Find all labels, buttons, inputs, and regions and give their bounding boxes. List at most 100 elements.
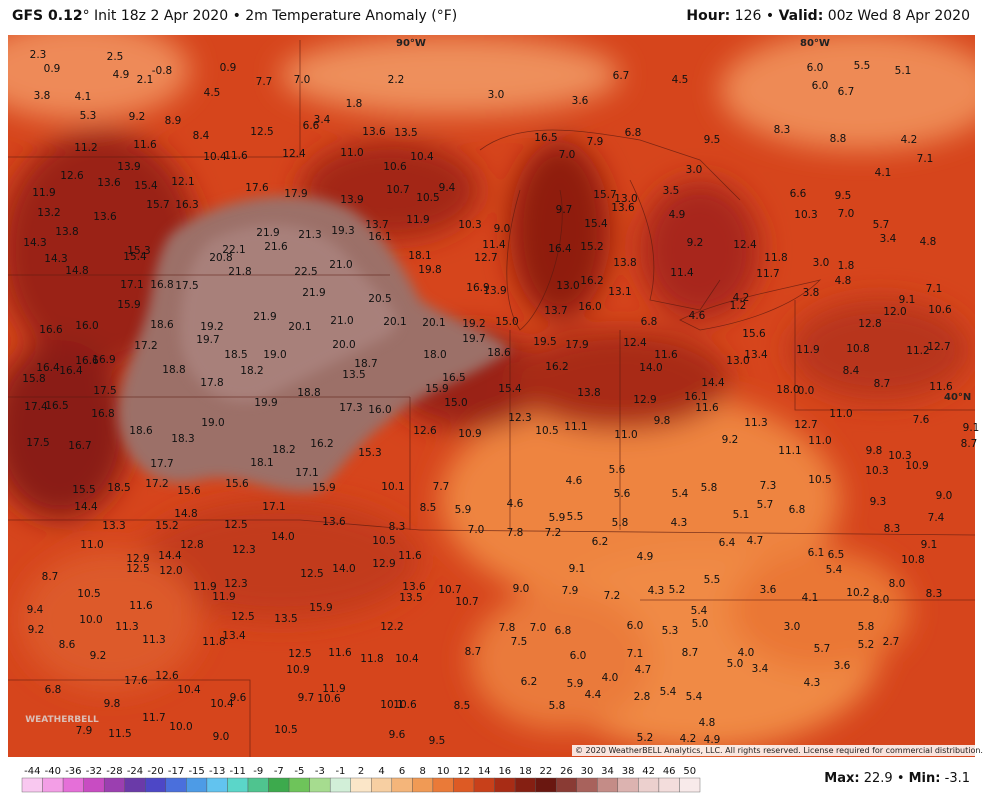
anomaly-label: 9.0 [513,583,530,595]
anomaly-label: 10.7 [386,184,409,196]
anomaly-label: 8.5 [454,700,471,712]
anomaly-label: 5.6 [609,464,626,476]
anomaly-label: 9.6 [389,729,406,741]
anomaly-label: 3.6 [834,660,851,672]
anomaly-label: 5.7 [814,643,831,655]
anomaly-label: 15.7 [593,189,616,201]
colorbar: -44 -40 -36 -32 -28 -24 -20 -17 -15 -13 -11 -9 -7 -5-… [21,766,701,793]
anomaly-label: 16.1 [684,391,707,403]
anomaly-label: 4.9 [669,209,686,221]
anomaly-label: 11.2 [906,345,929,357]
logo: WEATHERBELL [25,715,99,725]
anomaly-label: 4.9 [113,69,130,81]
anomaly-label: 15.8 [22,373,45,385]
anomaly-label: 12.1 [171,176,194,188]
anomaly-label: 4.4 [585,689,602,701]
colorbar-swatch [124,777,146,793]
anomaly-label: 13.9 [117,161,140,173]
anomaly-label: 5.0 [692,618,709,630]
anomaly-label: 9.2 [28,624,45,636]
anomaly-label: 20.1 [422,317,445,329]
colorbar-swatch [227,777,249,793]
anomaly-label: 4.8 [835,275,852,287]
anomaly-label: 3.4 [880,233,897,245]
anomaly-label: 14.0 [271,531,294,543]
anomaly-label: 15.4 [584,218,608,230]
anomaly-label: 10.3 [458,219,481,231]
colorbar-swatch [597,777,619,793]
anomaly-label: 10.9 [905,460,928,472]
anomaly-label: 18.8 [297,387,320,399]
lon-label: 90°W [396,38,426,49]
min-label: Min: [908,771,941,786]
anomaly-label: 16.2 [545,361,568,373]
header-left: GFS 0.12° Init 18z 2 Apr 2020 • 2m Tempe… [12,8,457,24]
colorbar-swatch [247,777,269,793]
anomaly-label: 9.2 [129,111,146,123]
anomaly-label: 12.9 [633,394,656,406]
anomaly-label: 10.1 [381,481,404,493]
boundaries [8,40,975,757]
anomaly-label: 10.5 [416,192,439,204]
anomaly-label: 9.3 [870,496,887,508]
anomaly-label: 8.3 [884,523,901,535]
anomaly-label: 2.7 [883,636,900,648]
anomaly-label: 11.3 [142,634,165,646]
colorbar-label: 14 [478,766,491,777]
anomaly-label: 2.5 [107,51,124,63]
anomaly-label: 13.8 [55,226,78,238]
colorbar-label: 4 [378,766,384,777]
anomaly-label: 13.4 [222,630,246,642]
anomaly-label: 4.5 [204,87,221,99]
colorbar-label: -3 [315,766,325,777]
anomaly-label: 11.6 [133,139,157,151]
anomaly-label: 12.0 [159,565,182,577]
anomaly-label: 5.8 [858,621,875,633]
max-value: 22.9 [863,771,893,786]
sep: • [892,771,909,786]
anomaly-label: 6.5 [828,549,845,561]
colorbar-label: -13 [209,766,225,777]
anomaly-label: 17.4 [24,401,48,413]
anomaly-label: 12.8 [858,318,881,330]
anomaly-label: 13.6 [611,202,635,214]
colorbar-label: -1 [335,766,345,777]
anomaly-label: 5.6 [614,488,631,500]
anomaly-label: 9.0 [213,731,230,743]
anomaly-label: 5.4 [826,564,843,576]
anomaly-label: 8.7 [961,438,978,450]
anomaly-label: 18.0 [776,384,799,396]
anomaly-label: 12.7 [794,419,817,431]
anomaly-label: 13.0 [556,280,579,292]
colorbar-swatch [412,777,434,793]
anomaly-label: 17.1 [295,467,318,479]
anomaly-label: 4.9 [704,734,721,746]
anomaly-label: 15.9 [425,383,448,395]
colorbar-swatch [329,777,351,793]
anomaly-label: 10.6 [928,304,952,316]
anomaly-label: 4.2 [680,733,697,745]
anomaly-label: 16.8 [150,279,173,291]
anomaly-label: 2.3 [30,49,47,61]
anomaly-label: 6.8 [789,504,806,516]
colorbar-swatch [576,777,598,793]
anomaly-label: 3.6 [760,584,777,596]
colorbar-label: -32 [86,766,102,777]
anomaly-label: 22.1 [222,244,245,256]
anomaly-label: 11.6 [224,150,248,162]
anomaly-label: 10.5 [77,588,100,600]
anomaly-label: 3.8 [34,90,51,102]
anomaly-label: 11.8 [764,252,787,264]
anomaly-label: 5.4 [691,605,708,617]
anomaly-label: 19.8 [418,264,441,276]
anomaly-label: 4.6 [507,498,524,510]
anomaly-label: 11.9 [406,214,429,226]
anomaly-label: 13.5 [274,613,297,625]
anomaly-label: 6.1 [808,547,825,559]
anomaly-label: 21.6 [264,241,288,253]
colorbar-swatch [145,777,167,793]
anomaly-label: 14.0 [639,362,662,374]
anomaly-label: 9.2 [687,237,704,249]
min-value: -3.1 [944,771,970,786]
